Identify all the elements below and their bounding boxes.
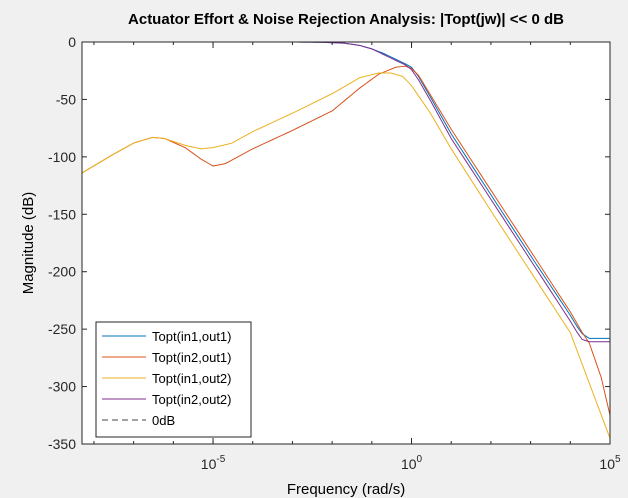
legend-label: Topt(in2,out1) — [152, 350, 232, 365]
x-tick-label: 100 — [401, 454, 423, 472]
legend-label: Topt(in1,out2) — [152, 371, 232, 386]
axes-layer: 0 -50 -100 -150 -200 -250 -300 -350 10-5 100 105 — [48, 34, 621, 472]
y-tick-label: -50 — [56, 91, 76, 107]
x-tick-label: 105 — [599, 454, 621, 472]
x-tick-label: 10-5 — [201, 454, 226, 472]
series-layer — [82, 42, 610, 439]
legend-label: Topt(in1,out1) — [152, 329, 232, 344]
y-tick-label: -150 — [48, 206, 76, 222]
series-line-3 — [82, 72, 610, 439]
legend-box — [95, 321, 252, 438]
x-axis-label: Frequency (rad/s) — [287, 481, 405, 498]
y-tick-label: -250 — [48, 321, 76, 337]
y-axis-label: Magnitude (dB) — [20, 192, 37, 295]
y-tick-label: -100 — [48, 149, 76, 165]
legend-label: 0dB — [152, 413, 175, 428]
legend-label: Topt(in2,out2) — [152, 392, 232, 407]
chart-title: Actuator Effort & Noise Rejection Analys… — [128, 11, 564, 28]
y-tick-label: -350 — [48, 436, 76, 452]
y-tick-label: 0 — [68, 34, 76, 50]
y-tick-label: -300 — [48, 379, 76, 395]
y-tick-label: -200 — [48, 264, 76, 280]
series-line-4 — [82, 42, 610, 343]
plot-border — [81, 41, 611, 445]
legend: Topt(in1,out1) Topt(in2,out1) Topt(in1,out… — [95, 321, 252, 438]
